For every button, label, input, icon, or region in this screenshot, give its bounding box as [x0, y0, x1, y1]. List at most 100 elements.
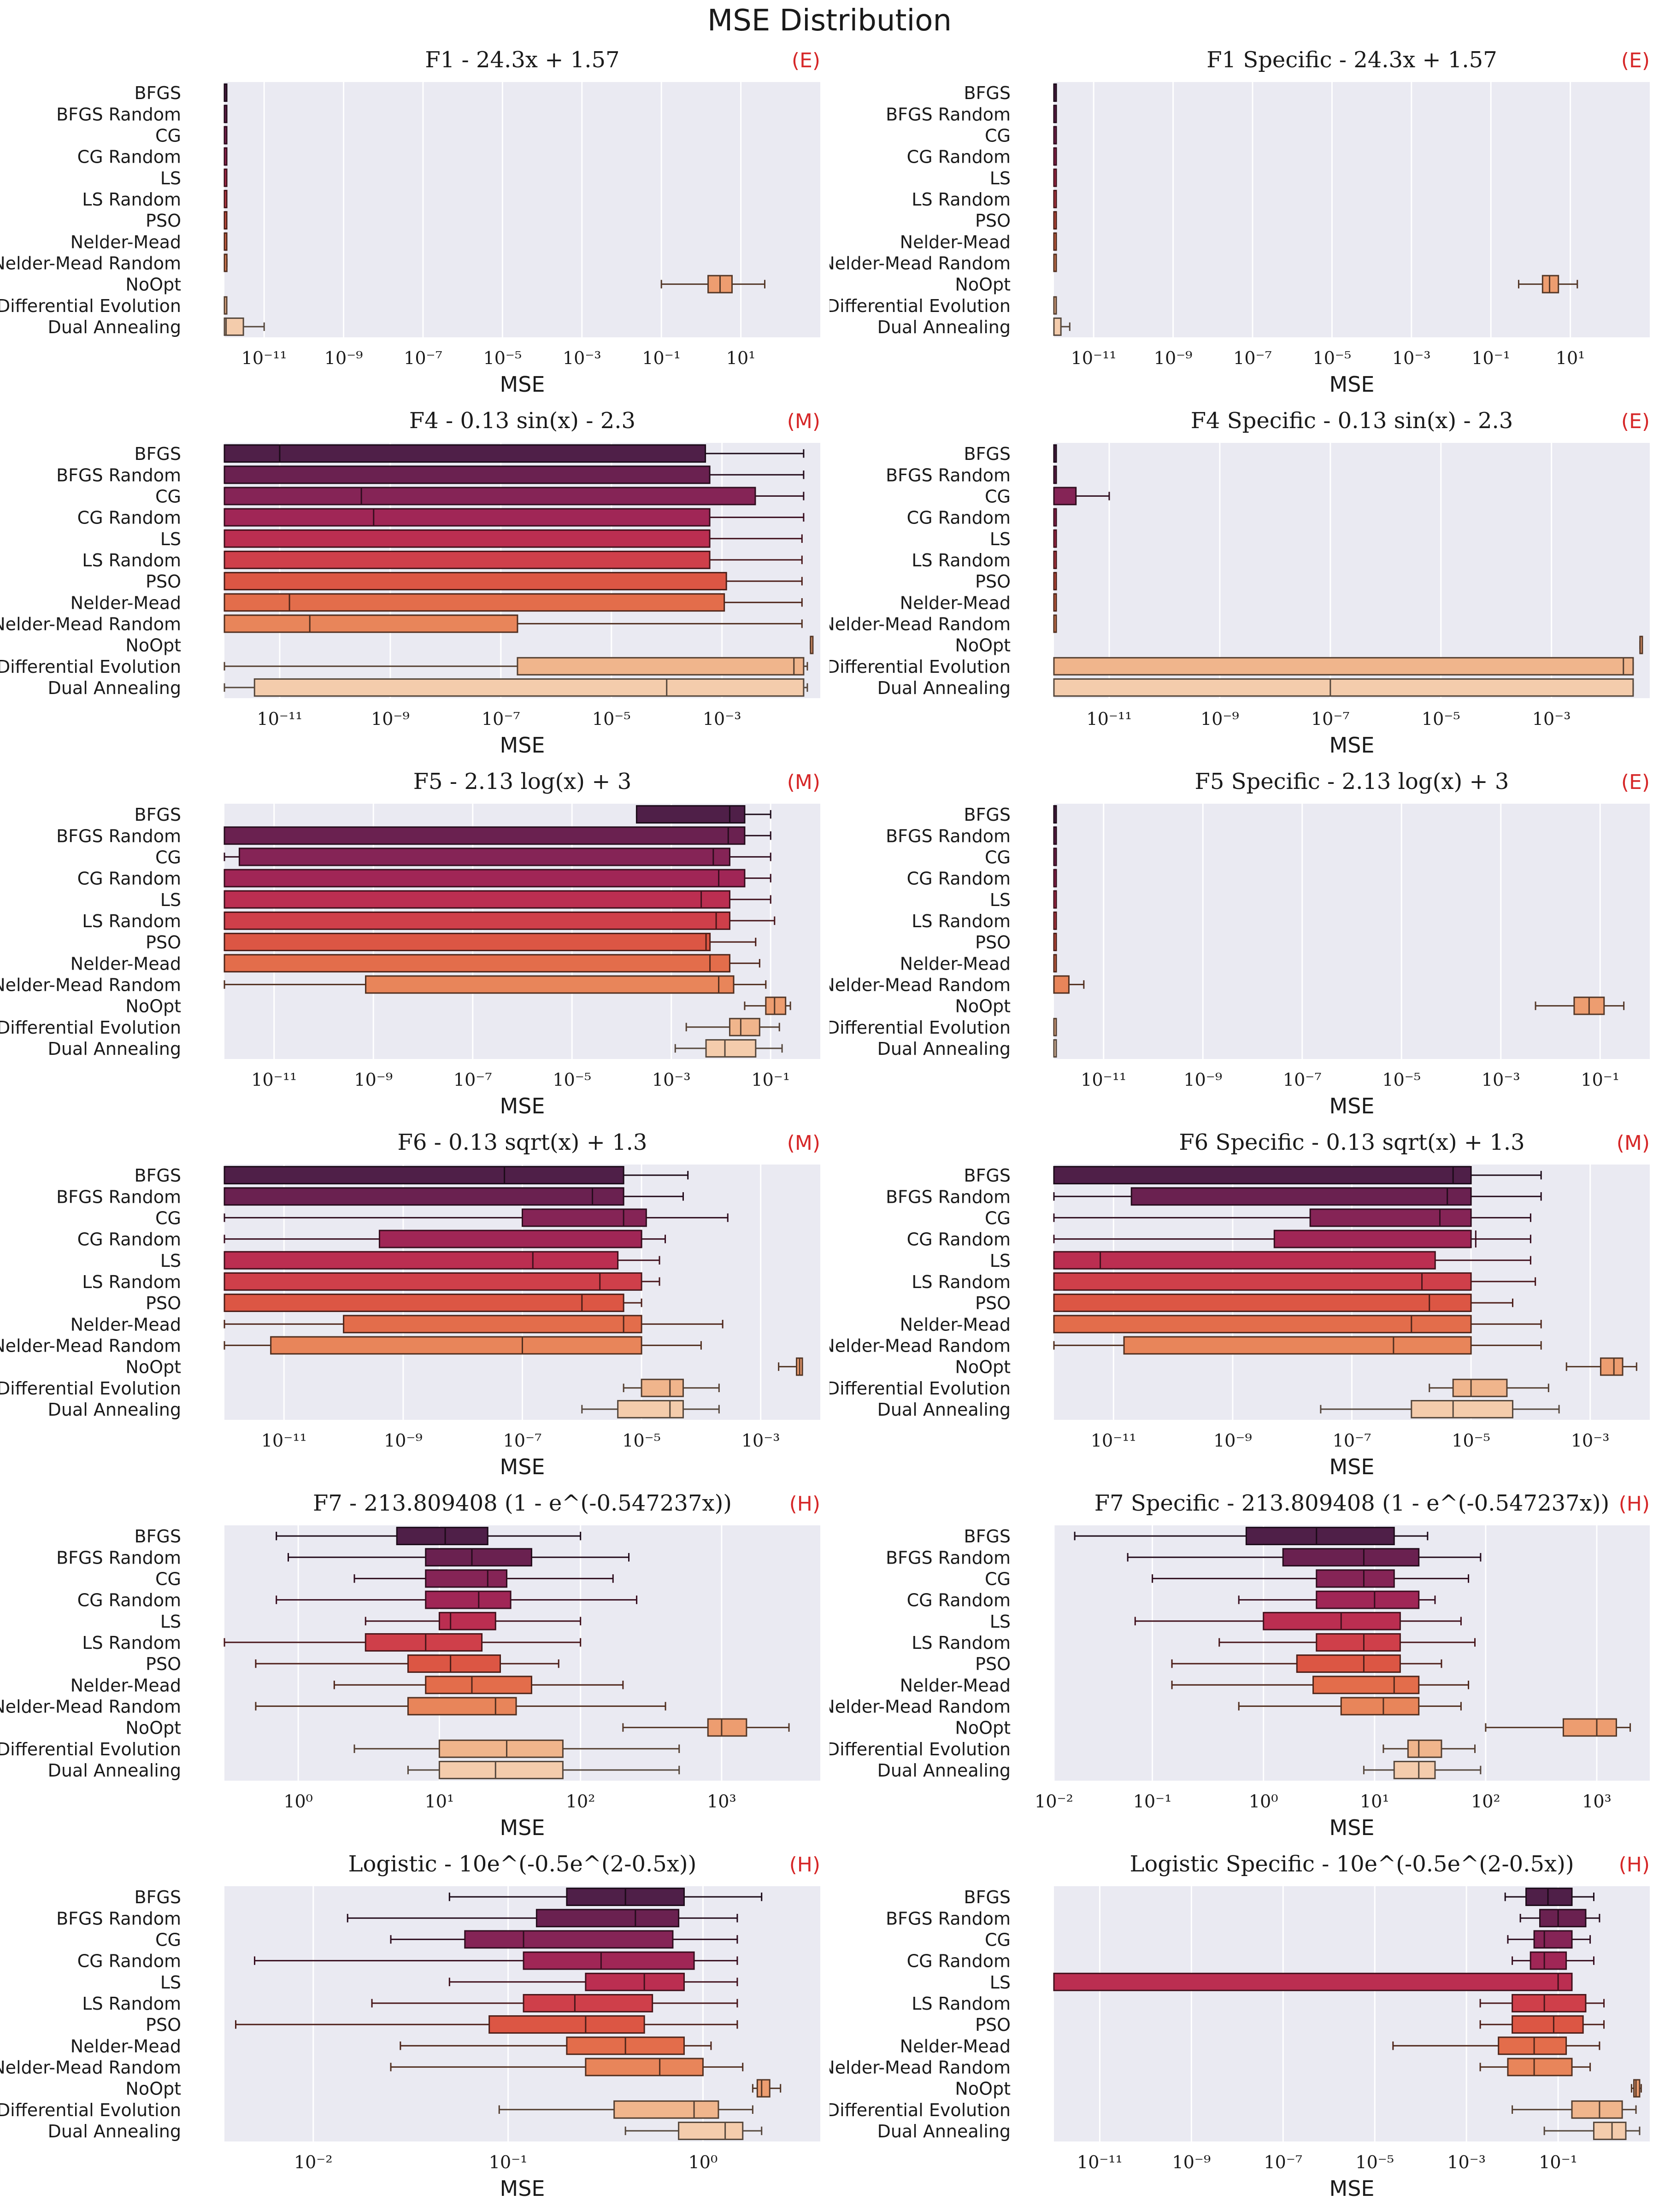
box-cg-random — [224, 508, 805, 527]
y-tick-label: LS — [990, 1972, 1011, 1993]
plot-area — [1054, 1525, 1650, 1781]
x-tick-label: 10³ — [1582, 1791, 1612, 1812]
iqr-box — [729, 1018, 760, 1036]
x-tick-label: 10⁻⁹ — [1200, 709, 1239, 729]
iqr-box — [396, 1527, 488, 1546]
difficulty-tag: (H) — [1619, 1853, 1650, 1877]
box-cg-random — [1053, 869, 1057, 888]
iqr-box — [1130, 1187, 1472, 1206]
x-tick-label: 10⁰ — [283, 1791, 313, 1812]
box-cg — [224, 487, 805, 506]
difficulty-tag: (M) — [787, 410, 820, 433]
iqr-box — [641, 1378, 684, 1397]
x-tick-label: 10⁻⁷ — [482, 709, 520, 729]
y-tick-label: NoOpt — [955, 1718, 1011, 1738]
box-pso — [224, 211, 228, 230]
box-ls — [224, 168, 228, 187]
x-tick-label: 10⁻¹¹ — [1091, 1430, 1136, 1451]
y-tick-label: Dual Annealing — [877, 317, 1011, 337]
iqr-box — [1525, 1888, 1573, 1906]
y-tick-label: CG Random — [907, 869, 1011, 889]
iqr-box — [224, 911, 730, 930]
y-tick-label: Differential Evolution — [0, 2100, 181, 2120]
box-noopt — [1565, 1357, 1637, 1376]
x-tick-label: 10⁻¹¹ — [1087, 709, 1132, 729]
y-tick-label: LS Random — [912, 189, 1011, 210]
iqr-box — [343, 1315, 642, 1334]
box-ls — [1053, 529, 1057, 548]
panel-title: F5 - 2.13 log(x) + 3 — [413, 769, 631, 794]
panel-f1: F1 - 24.3x + 1.57 (E) 10⁻¹¹ 10⁻⁹ 10⁻⁷ 10⁻⁵ 10⁻… — [0, 41, 830, 402]
box-differential-evolution — [224, 296, 228, 315]
iqr-box — [1571, 2100, 1623, 2119]
box-bfgs-random — [1127, 1548, 1482, 1567]
x-tick-label: 10⁻⁹ — [1172, 2152, 1211, 2172]
box-noopt — [1485, 1718, 1631, 1737]
box-pso — [1053, 1294, 1513, 1312]
box-dual-annealing — [1053, 1039, 1057, 1058]
y-tick-label: LS — [160, 1612, 181, 1632]
iqr-box — [678, 2121, 744, 2140]
y-tick-label: Differential Evolution — [0, 1739, 181, 1759]
iqr-box — [438, 1739, 564, 1758]
box-bfgs — [1053, 444, 1057, 463]
y-tick-label: BFGS — [135, 1887, 182, 1907]
box-pso — [1479, 2015, 1605, 2034]
iqr-box — [224, 508, 711, 527]
y-tick-label: Nelder-Mead — [71, 593, 181, 613]
iqr-box — [1340, 1697, 1420, 1716]
box-bfgs-random — [224, 1187, 684, 1206]
plot-area — [1054, 443, 1650, 698]
box-nelder-mead — [224, 593, 803, 612]
y-tick-label: BFGS — [964, 444, 1011, 464]
iqr-box — [1053, 975, 1070, 994]
y-tick-label: LS Random — [912, 550, 1011, 571]
box-differential-evolution — [1382, 1739, 1476, 1758]
iqr-box — [365, 1633, 483, 1652]
y-tick-label: Dual Annealing — [877, 1760, 1011, 1781]
x-tick-label: 10⁻⁵ — [1422, 709, 1460, 729]
x-tick-label: 10⁻¹ — [1581, 1070, 1619, 1090]
panel-title: F4 - 0.13 sin(x) - 2.3 — [409, 408, 635, 434]
y-tick-label: NoOpt — [125, 1357, 181, 1377]
y-tick-label: CG — [985, 847, 1011, 867]
iqr-box — [224, 1166, 624, 1185]
x-tick-label: 10¹ — [425, 1791, 454, 1812]
panel-f1-specific: F1 Specific - 24.3x + 1.57 (E) 10⁻¹¹ 10⁻⁹ 10… — [830, 41, 1659, 402]
box-ls-random — [371, 1994, 738, 2012]
panel-f4-specific: F4 Specific - 0.13 sin(x) - 2.3 (E) 10⁻¹¹ 1… — [830, 402, 1659, 763]
box-differential-evolution — [1053, 657, 1634, 676]
x-tick-label: 10⁻⁵ — [1313, 348, 1352, 368]
box-pso — [1171, 1654, 1442, 1673]
x-tick-label: 10⁻¹ — [751, 1070, 790, 1090]
box-plot-svg: F6 - 0.13 sqrt(x) + 1.3 (M) 10⁻¹¹ 10⁻⁹ 10⁻⁷ 1… — [0, 1130, 820, 1479]
x-axis-label: MSE — [500, 372, 545, 397]
box-differential-evolution — [1429, 1378, 1549, 1397]
y-tick-label: NoOpt — [955, 2079, 1011, 2099]
y-tick-label: NoOpt — [955, 635, 1011, 656]
plot-area — [1054, 1886, 1650, 2141]
box-pso — [224, 572, 803, 591]
iqr-box — [224, 465, 711, 484]
y-tick-label: Nelder-Mead — [71, 232, 181, 252]
x-tick-label: 10⁻³ — [563, 348, 601, 368]
box-cg-random — [1238, 1590, 1436, 1609]
y-tick-label: Nelder-Mead Random — [830, 1696, 1011, 1717]
y-tick-label: CG Random — [907, 1951, 1011, 1971]
iqr-box — [425, 1590, 512, 1609]
box-bfgs — [224, 83, 228, 102]
box-bfgs-random — [1053, 826, 1057, 845]
iqr-box — [585, 2058, 704, 2077]
box-bfgs-random — [347, 1909, 738, 1928]
box-ls-random — [224, 550, 803, 569]
y-tick-label: BFGS — [964, 1165, 1011, 1186]
y-tick-label: LS Random — [82, 1272, 181, 1292]
box-cg — [1053, 487, 1110, 506]
box-ls-random — [1053, 1272, 1536, 1291]
y-tick-label: PSO — [146, 571, 181, 592]
x-tick-label: 10¹ — [1556, 348, 1585, 368]
iqr-box — [1539, 1909, 1587, 1928]
iqr-box — [1512, 1994, 1587, 2012]
x-tick-label: 10⁻⁷ — [453, 1070, 492, 1090]
iqr-box — [224, 954, 730, 973]
